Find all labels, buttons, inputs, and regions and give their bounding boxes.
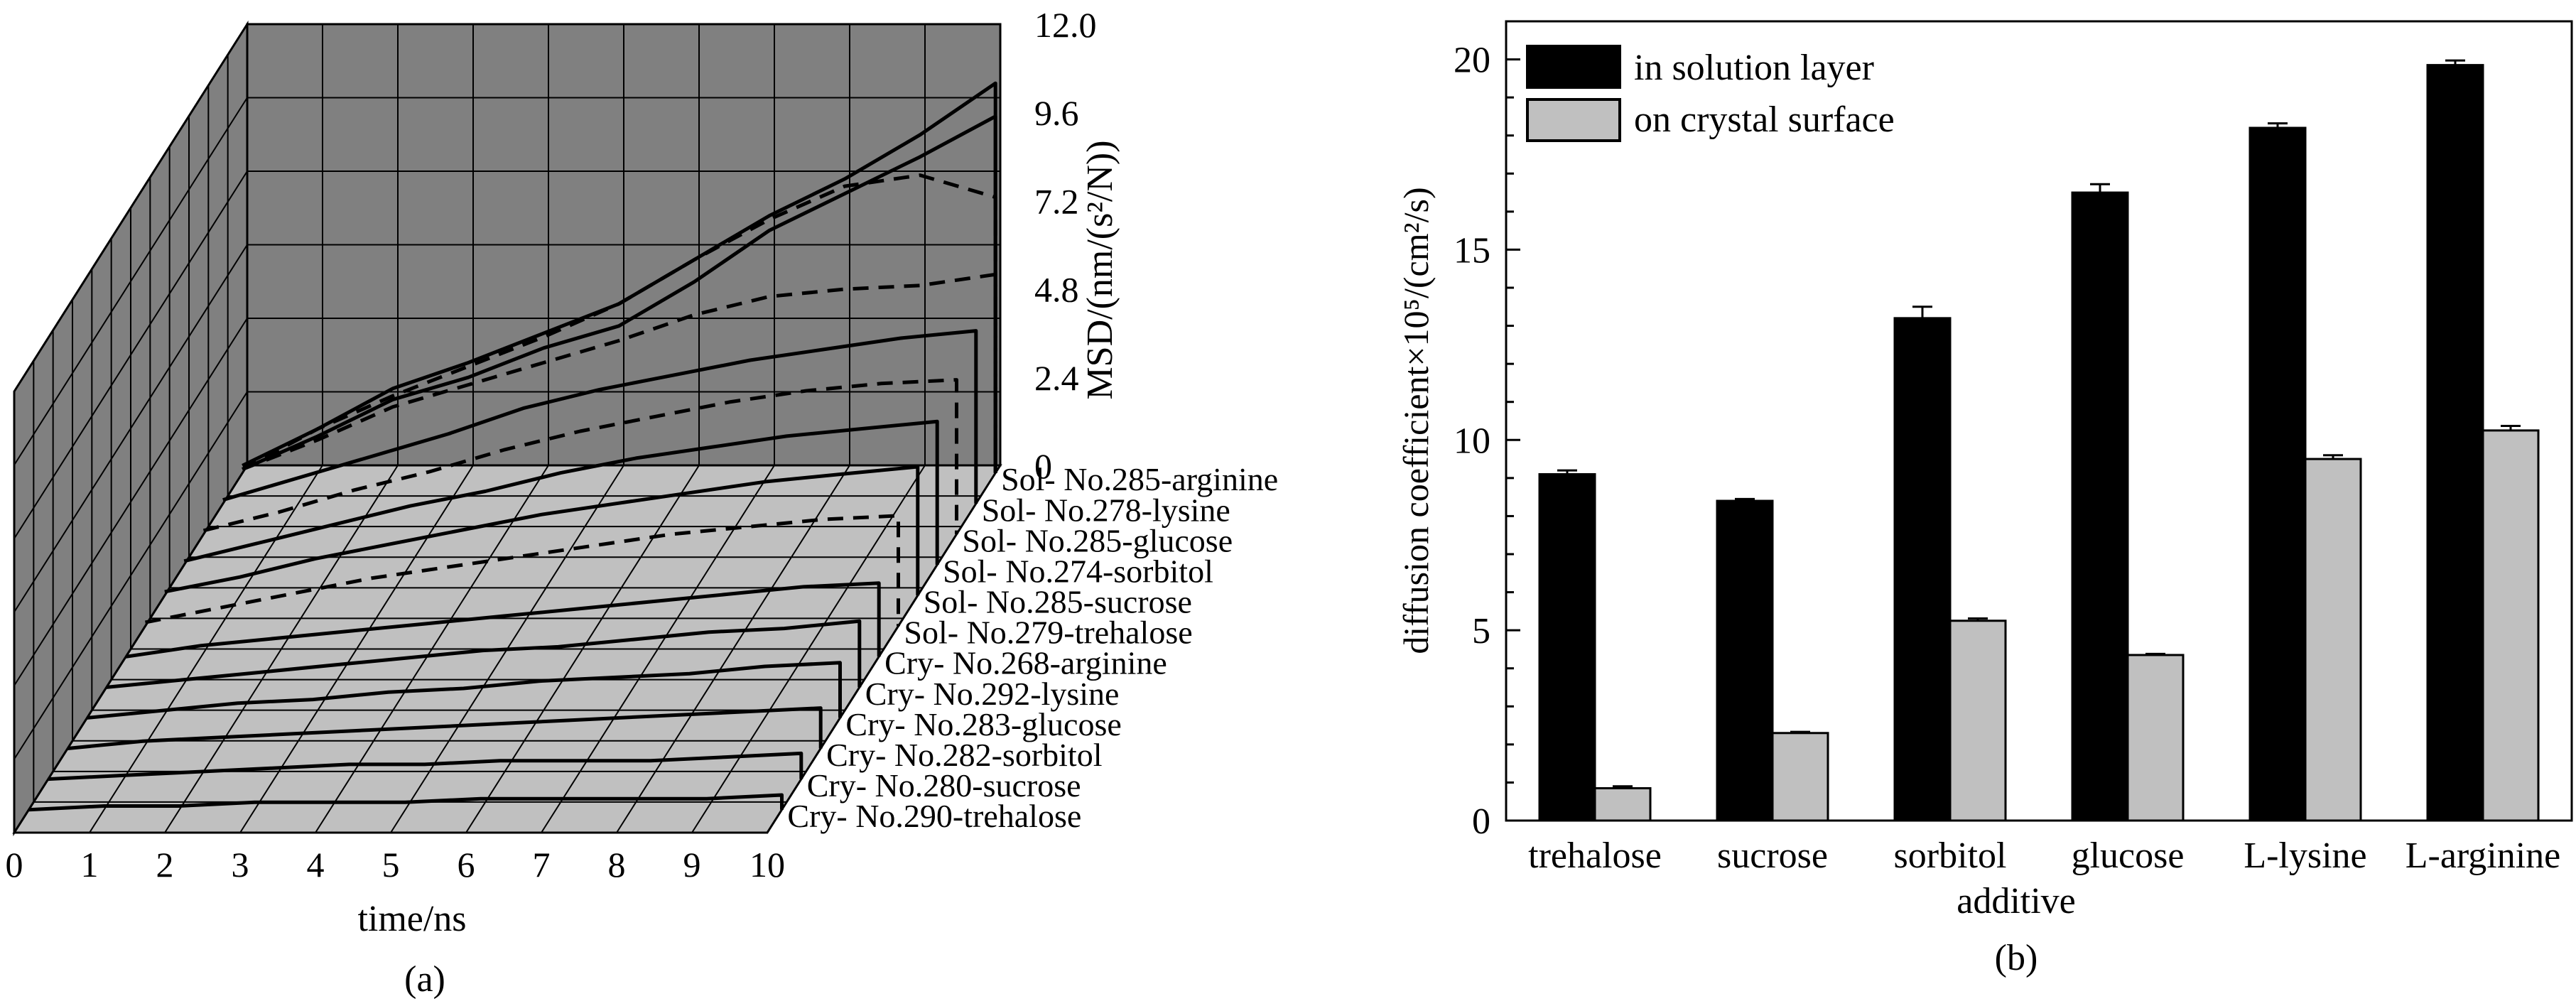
y-axis-label: diffusion coefficient×10⁵/(cm²/s): [1396, 187, 1436, 654]
bar-plot-frame: [1505, 20, 2573, 822]
bar-crystal-sucrose: [1771, 732, 1829, 822]
time-tick-label: 1: [81, 845, 99, 885]
series-label: Cry- No.280-sucrose: [807, 767, 1081, 804]
y-tick-label: 20: [1454, 40, 1490, 81]
bar-solution-sucrose: [1716, 499, 1774, 822]
x-category-label: sucrose: [1717, 835, 1828, 876]
series-line-cry-no-280-sucrose: [48, 751, 803, 781]
series-line-cry-no-283-glucose: [87, 661, 842, 720]
series-line-sol-no-285-arginine: [242, 114, 997, 473]
series-label: Sol- No.285-arginine: [1001, 461, 1278, 497]
y-tick-label: 0: [1472, 801, 1490, 842]
x-category-label: trehalose: [1528, 835, 1662, 876]
series-line-cry-no-290-trehalose: [28, 793, 784, 812]
time-tick-label: 4: [307, 845, 325, 885]
time-tick-label: 5: [382, 845, 400, 885]
series-line-sol-no-285-glucose: [202, 378, 958, 534]
x-category-label: sorbitol: [1894, 835, 2007, 876]
series-line-cry-no-292-lysine: [106, 619, 862, 689]
time-axis-label: time/ns: [357, 899, 466, 939]
series-line-cry-no-282-sorbitol: [67, 706, 823, 750]
legend-swatch-crystal: [1526, 98, 1621, 142]
bar-solution-l-arginine: [2426, 64, 2484, 822]
bar-crystal-glucose: [2126, 654, 2185, 822]
msd-tick-label: 9.6: [1034, 93, 1079, 133]
bar-crystal-l-lysine: [2304, 458, 2362, 822]
left-grid-z: [13, 97, 248, 466]
series-line-sol-no-285-sucrose: [164, 465, 920, 596]
legend: in solution layer on crystal surface: [1526, 45, 1895, 142]
left-grid-z: [13, 244, 248, 613]
msd-tick-label: 0: [1034, 446, 1052, 486]
y-tick-label: 15: [1454, 230, 1490, 271]
x-category-label: L-lysine: [2244, 835, 2366, 876]
y-axis-ticks: 0 5 10 15 20: [1454, 40, 1520, 842]
bar-solution-l-lysine: [2248, 126, 2307, 822]
series-label: Sol- No.279-trehalose: [904, 615, 1192, 651]
panel-b-diffusion-bar-chart: 0 5 10 15 20 trehalose sucrose sorbitol glucose…: [1396, 20, 2573, 978]
bar-crystal-trehalose: [1593, 786, 1652, 822]
series-line-sol-no-274-sorbitol: [183, 419, 939, 565]
x-category-label: glucose: [2072, 835, 2185, 876]
time-tick-label: 6: [458, 845, 475, 885]
bar-crystal-l-arginine: [2482, 429, 2540, 822]
series-line-sol-no-285-arginine: [242, 173, 997, 473]
series-label: Sol- No.285-sucrose: [924, 584, 1192, 620]
time-tick-label: 7: [533, 845, 551, 885]
panel-a-3d-msd-chart: 0 1 2 3 4 5 6 7 8 9 10 0 2.4 4.8 7.2 9.6 12.0 Sol- No.2…: [6, 5, 1279, 1000]
time-tick-label: 8: [608, 845, 626, 885]
msd-tick-label: 2.4: [1034, 358, 1079, 398]
time-axis-ticks: 0 1 2 3 4 5 6 7 8 9 10: [6, 845, 786, 885]
series-label: Sol- No.278-lysine: [982, 492, 1230, 528]
time-tick-label: 3: [232, 845, 249, 885]
series-line-cry-no-268-arginine: [125, 581, 881, 659]
series-line-sol-no-278-lysine: [222, 329, 978, 504]
time-tick-label: 10: [749, 845, 785, 885]
left-grid-z: [13, 318, 248, 686]
x-category-label: L-arginine: [2405, 835, 2561, 876]
bars: [1538, 59, 2540, 822]
legend-label-solution: in solution layer: [1634, 48, 1874, 88]
series-label: Cry- No.292-lysine: [865, 676, 1120, 712]
bar-crystal-sorbitol: [1949, 620, 2007, 822]
msd-tick-label: 7.2: [1034, 181, 1079, 221]
series-label: Cry- No.268-arginine: [884, 645, 1167, 681]
msd-tick-label: 12.0: [1034, 5, 1097, 45]
bar-solution-trehalose: [1538, 473, 1596, 822]
y-tick-label: 10: [1454, 421, 1490, 461]
time-tick-label: 2: [156, 845, 174, 885]
x-axis-category-labels: trehalose sucrose sorbitol glucose L-lysine L…: [1528, 806, 2560, 876]
x-axis-label: additive: [1957, 881, 2076, 921]
series-line-sol-no-285-arginine: [242, 81, 997, 473]
legend-swatch-solution: [1526, 45, 1621, 89]
series-label: Cry- No.290-trehalose: [787, 798, 1081, 834]
msd-axis-ticks: 0 2.4 4.8 7.2 9.6 12.0: [1034, 5, 1097, 486]
panel-b-caption: (b): [1995, 938, 2038, 978]
y-tick-label: 5: [1472, 611, 1490, 651]
msd-series-lines: [28, 81, 997, 812]
panel-a-caption: (a): [404, 959, 445, 1000]
msd-tick-label: 4.8: [1034, 270, 1079, 310]
series-line-sol-no-285-arginine: [242, 272, 997, 473]
series-label: Cry- No.282-sorbitol: [826, 737, 1102, 773]
series-label: Sol- No.285-glucose: [962, 522, 1233, 558]
time-tick-label: 0: [6, 845, 23, 885]
time-tick-label: 9: [683, 845, 701, 885]
bar-solution-glucose: [2071, 191, 2129, 822]
left-grid-z: [13, 391, 248, 760]
left-grid-z: [13, 171, 248, 539]
bar-solution-sorbitol: [1893, 317, 1952, 822]
series-label: Sol- No.274-sorbitol: [943, 553, 1213, 589]
msd-axis-label: MSD/(nm/(s²/N)): [1080, 140, 1120, 399]
series-line-sol-no-279-trehalose: [145, 514, 900, 627]
legend-label-crystal: on crystal surface: [1634, 99, 1895, 140]
3d-grid: [13, 24, 1001, 833]
series-label: Cry- No.283-glucose: [845, 706, 1121, 742]
